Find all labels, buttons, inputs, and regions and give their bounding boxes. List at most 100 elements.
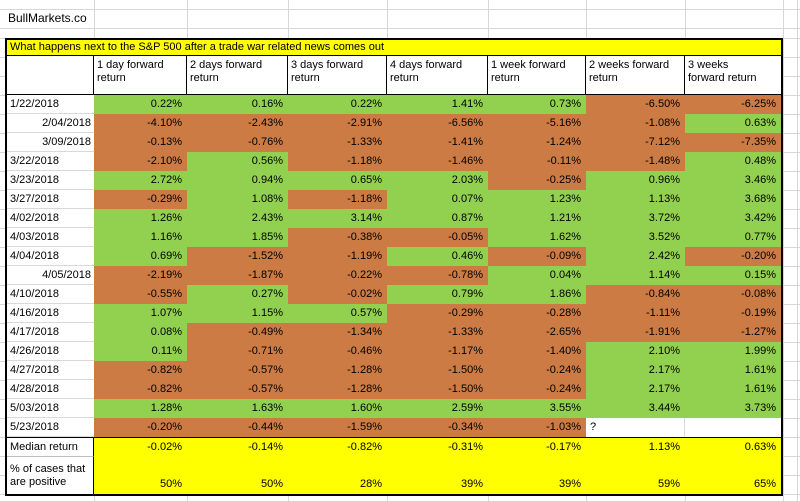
return-cell[interactable]: 0.73%	[488, 95, 586, 114]
return-cell[interactable]: 3.72%	[586, 209, 685, 228]
return-cell[interactable]: -1.18%	[288, 190, 387, 209]
return-cell[interactable]: -1.91%	[586, 323, 685, 342]
column-header[interactable]: 1 week forward return	[488, 56, 586, 94]
percent-positive-cell[interactable]: 39%	[488, 456, 586, 494]
return-cell[interactable]: ?	[586, 418, 685, 437]
return-cell[interactable]: -0.71%	[187, 342, 288, 361]
return-cell[interactable]: -0.82%	[94, 380, 187, 399]
return-cell[interactable]: 1.62%	[488, 228, 586, 247]
return-cell[interactable]: 0.48%	[685, 152, 781, 171]
date-cell[interactable]: 4/26/2018	[7, 342, 94, 361]
return-cell[interactable]: -2.10%	[94, 152, 187, 171]
return-cell[interactable]: -1.46%	[387, 152, 488, 171]
return-cell[interactable]: -0.02%	[288, 285, 387, 304]
return-cell[interactable]: -0.08%	[685, 285, 781, 304]
return-cell[interactable]: -1.03%	[488, 418, 586, 437]
return-cell[interactable]: 1.99%	[685, 342, 781, 361]
return-cell[interactable]: 1.15%	[187, 304, 288, 323]
return-cell[interactable]: -1.87%	[187, 266, 288, 285]
return-cell[interactable]: -1.50%	[387, 361, 488, 380]
return-cell[interactable]: 1.14%	[586, 266, 685, 285]
return-cell[interactable]: 2.10%	[586, 342, 685, 361]
return-cell[interactable]: -1.27%	[685, 323, 781, 342]
return-cell[interactable]: 0.63%	[685, 114, 781, 133]
median-value-cell[interactable]: -0.17%	[488, 438, 586, 456]
return-cell[interactable]: 0.08%	[94, 323, 187, 342]
column-header[interactable]: 3 weeks forward return	[688, 59, 757, 84]
return-cell[interactable]: -0.29%	[94, 190, 187, 209]
return-cell[interactable]: -0.38%	[288, 228, 387, 247]
date-cell[interactable]: 4/16/2018	[7, 304, 94, 323]
return-cell[interactable]: 2.03%	[387, 171, 488, 190]
return-cell[interactable]: -1.24%	[488, 133, 586, 152]
return-cell[interactable]: 0.77%	[685, 228, 781, 247]
return-cell[interactable]: -0.46%	[288, 342, 387, 361]
column-header[interactable]: 2 days forward return	[187, 56, 288, 94]
date-cell[interactable]: 5/03/2018	[7, 399, 94, 418]
return-cell[interactable]: 1.28%	[94, 399, 187, 418]
return-cell[interactable]: -5.16%	[488, 114, 586, 133]
return-cell[interactable]: -0.09%	[488, 247, 586, 266]
column-header[interactable]: 4 days forward return	[387, 56, 488, 94]
return-cell[interactable]: 3.44%	[586, 399, 685, 418]
return-cell[interactable]: -0.78%	[387, 266, 488, 285]
return-cell[interactable]: -2.91%	[288, 114, 387, 133]
date-cell[interactable]: 4/28/2018	[7, 380, 94, 399]
return-cell[interactable]: -0.20%	[685, 247, 781, 266]
return-cell[interactable]: 2.17%	[586, 361, 685, 380]
return-cell[interactable]: 1.08%	[187, 190, 288, 209]
return-cell[interactable]: -0.84%	[586, 285, 685, 304]
return-cell[interactable]: -0.20%	[94, 418, 187, 437]
return-cell[interactable]: -0.76%	[187, 133, 288, 152]
return-cell[interactable]: -0.34%	[387, 418, 488, 437]
return-cell[interactable]: 0.27%	[187, 285, 288, 304]
return-cell[interactable]: -1.11%	[586, 304, 685, 323]
return-cell[interactable]: 3.46%	[685, 171, 781, 190]
return-cell[interactable]: -6.50%	[586, 95, 685, 114]
return-cell[interactable]: -0.29%	[387, 304, 488, 323]
return-cell[interactable]: -1.08%	[586, 114, 685, 133]
return-cell[interactable]: -0.57%	[187, 380, 288, 399]
date-cell[interactable]: 4/05/2018	[7, 266, 94, 285]
median-value-cell[interactable]: 1.13%	[586, 438, 685, 456]
date-cell[interactable]: 3/09/2018	[7, 133, 94, 152]
date-cell[interactable]: 4/10/2018	[7, 285, 94, 304]
return-cell[interactable]: 1.60%	[288, 399, 387, 418]
return-cell[interactable]: -0.49%	[187, 323, 288, 342]
return-cell[interactable]: -0.24%	[488, 380, 586, 399]
return-cell[interactable]: 1.07%	[94, 304, 187, 323]
return-cell[interactable]: 0.87%	[387, 209, 488, 228]
return-cell[interactable]: 0.04%	[488, 266, 586, 285]
percent-positive-cell[interactable]: 50%	[94, 456, 187, 494]
median-value-cell[interactable]: -0.14%	[187, 438, 288, 456]
date-cell[interactable]: 4/27/2018	[7, 361, 94, 380]
median-value-cell[interactable]: -0.82%	[288, 438, 387, 456]
date-cell[interactable]: 2/04/2018	[7, 114, 94, 133]
date-cell[interactable]: 1/22/2018	[7, 95, 94, 114]
return-cell[interactable]: -7.35%	[685, 133, 781, 152]
return-cell[interactable]: 3.52%	[586, 228, 685, 247]
percent-positive-label[interactable]: % of cases that are positive	[7, 456, 94, 494]
percent-positive-cell[interactable]: 39%	[387, 456, 488, 494]
return-cell[interactable]: 1.23%	[488, 190, 586, 209]
return-cell[interactable]: 2.43%	[187, 209, 288, 228]
percent-positive-cell[interactable]: 59%	[586, 456, 685, 494]
return-cell[interactable]: -6.25%	[685, 95, 781, 114]
return-cell[interactable]: -1.59%	[288, 418, 387, 437]
percent-positive-cell[interactable]: 65%	[685, 456, 781, 494]
date-cell[interactable]: 5/23/2018	[7, 418, 94, 437]
column-header[interactable]: 3 days forward return	[288, 56, 387, 94]
return-cell[interactable]: -2.65%	[488, 323, 586, 342]
date-cell[interactable]: 4/04/2018	[7, 247, 94, 266]
date-cell[interactable]: 3/27/2018	[7, 190, 94, 209]
return-cell[interactable]: -0.11%	[488, 152, 586, 171]
return-cell[interactable]: 2.72%	[94, 171, 187, 190]
return-cell[interactable]: -1.40%	[488, 342, 586, 361]
return-cell[interactable]: 3.68%	[685, 190, 781, 209]
return-cell[interactable]: 0.96%	[586, 171, 685, 190]
median-value-cell[interactable]: 0.63%	[685, 438, 781, 456]
column-header[interactable]: 2 weeks forward return	[586, 56, 685, 94]
return-cell[interactable]: -6.56%	[387, 114, 488, 133]
return-cell[interactable]: 0.69%	[94, 247, 187, 266]
percent-positive-cell[interactable]: 50%	[187, 456, 288, 494]
